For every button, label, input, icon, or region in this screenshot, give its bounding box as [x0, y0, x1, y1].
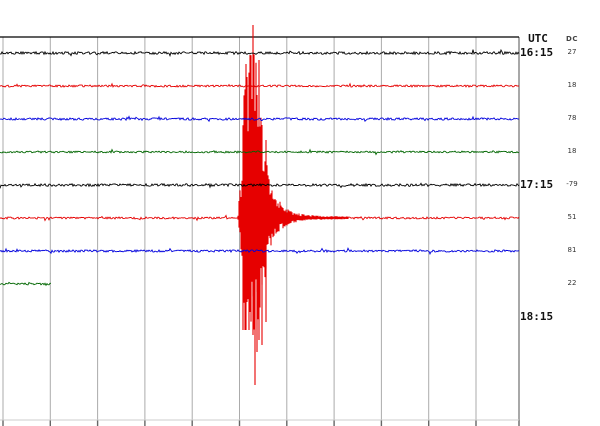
dc-value: 81 [567, 246, 577, 254]
dc-value: 51 [567, 213, 577, 221]
hour-label-1615: 16:15 [520, 46, 554, 59]
dc-column-header: DC [566, 35, 578, 43]
dc-value: -79 [566, 180, 578, 188]
dc-value: 18 [567, 147, 577, 155]
dc-value: 78 [567, 114, 577, 122]
dc-value: 18 [567, 81, 577, 89]
dc-value: 27 [567, 48, 577, 56]
hour-label-1715: 17:15 [520, 178, 554, 191]
utc-column-header: UTC [528, 32, 548, 45]
hour-label-1815: 18:15 [520, 310, 554, 323]
dc-value: 22 [567, 279, 577, 287]
